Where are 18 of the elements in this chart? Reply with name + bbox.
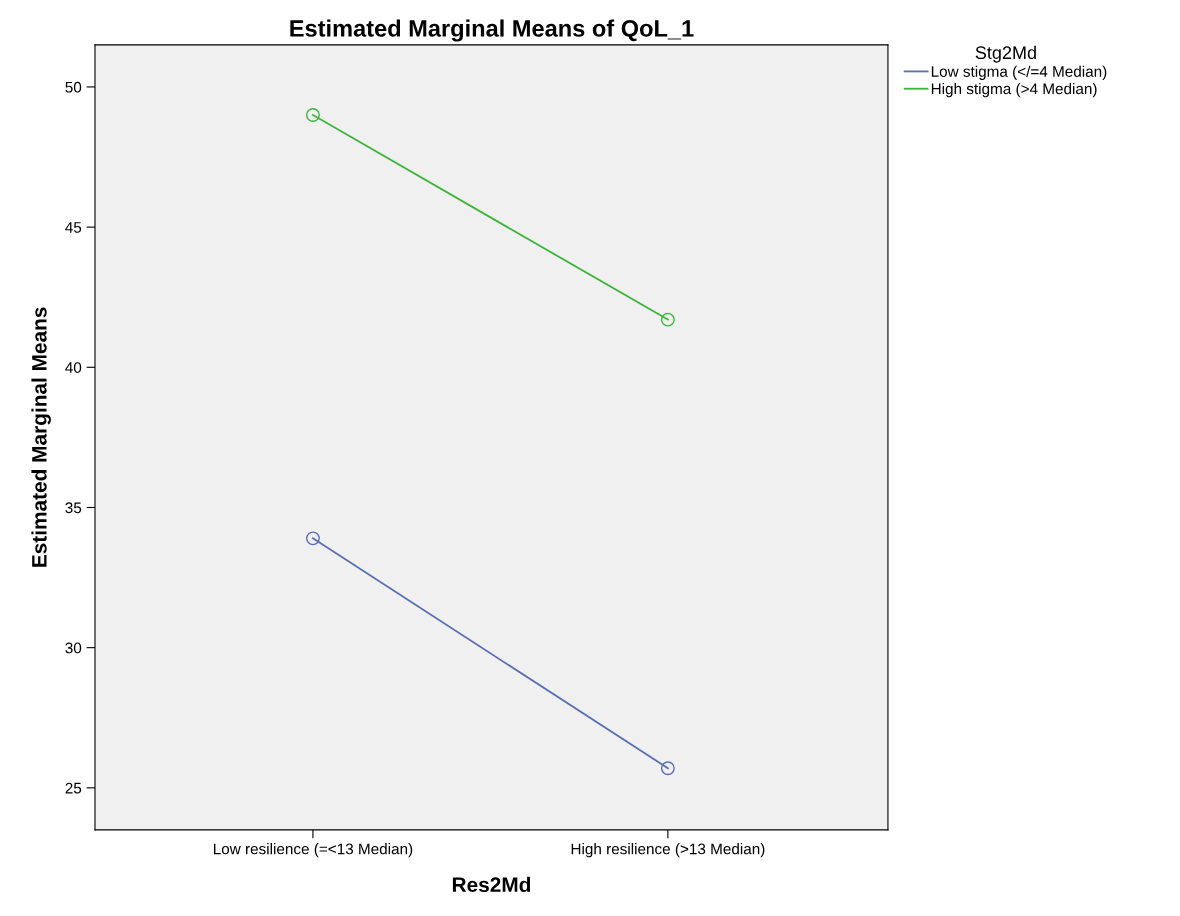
y-tick-label: 40 bbox=[65, 362, 82, 373]
y-tick-label: 45 bbox=[65, 222, 82, 233]
legend-label: High stigma (>4 Median) bbox=[931, 82, 1097, 98]
legend-title: Stg2Md bbox=[975, 45, 1036, 63]
y-tick-label: 50 bbox=[65, 81, 82, 93]
x-tick-label: Low resilience (=<13 Median) bbox=[213, 843, 413, 858]
point bbox=[305, 108, 320, 122]
legend-label: Low stigma (</=4 Median) bbox=[931, 65, 1107, 80]
point bbox=[660, 761, 675, 776]
y-axis-title: Estimated Marginal Means bbox=[31, 307, 51, 567]
point bbox=[660, 312, 675, 327]
x-axis-title: Res2Md bbox=[452, 876, 531, 893]
y-tick-label: 30 bbox=[65, 642, 82, 654]
chart-title: Estimated Marginal Means of QoL_1 bbox=[290, 19, 694, 42]
x-tick-label: High resilience (>13 Median) bbox=[571, 843, 765, 858]
y-tick-label: 25 bbox=[65, 782, 82, 794]
point bbox=[305, 531, 320, 546]
y-tick-label: 35 bbox=[65, 502, 82, 514]
